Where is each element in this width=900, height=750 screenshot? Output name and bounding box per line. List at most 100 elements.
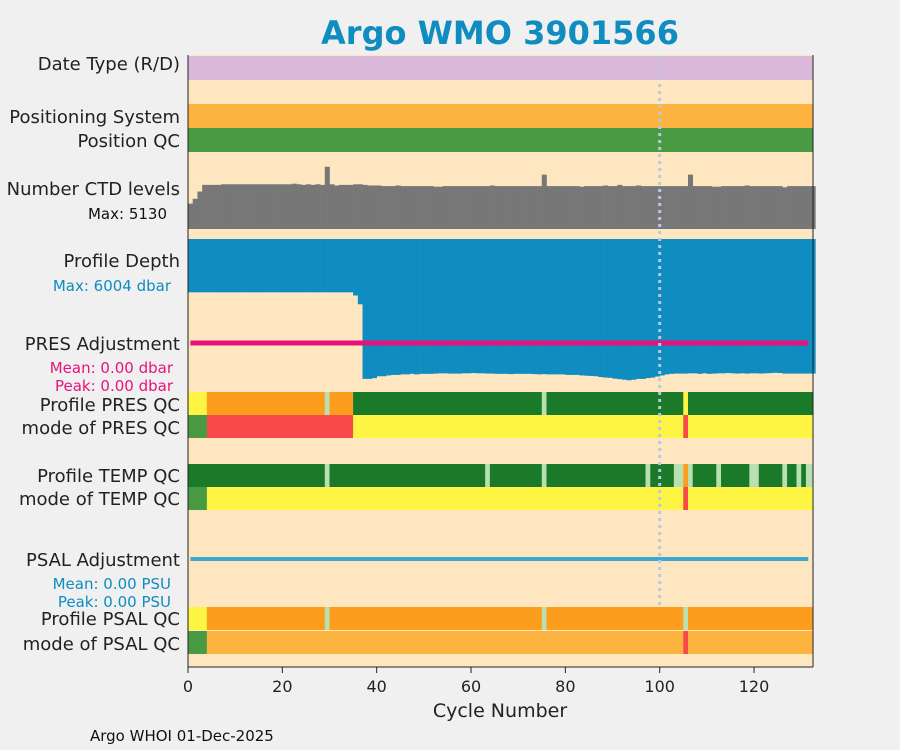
ctd-levels-bar [390,186,396,229]
profile-temp-qc-segment [782,464,788,487]
profile-depth-bar [381,239,387,377]
profile-psal-qc-segment [329,607,543,630]
ctd-levels-bar [739,186,745,229]
profile-pres-qc-segment [683,392,689,415]
ctd-levels-bar [603,185,609,229]
profile-depth-bar [805,239,811,374]
profile-depth-bar [716,239,722,374]
ctd-levels-bar [202,184,208,229]
ctd-levels-bar [584,186,590,229]
profile-temp-qc-segment [787,464,797,487]
profile-pres-qc-segment [206,392,326,415]
profile-depth-bar [772,239,778,373]
ctd-levels-bar [367,185,373,229]
mode-pres-qc-segment [353,415,684,438]
profile-depth-bar [504,239,510,374]
profile-depth-bar [721,239,727,374]
profile-depth-bar [697,239,703,374]
profile-depth-bar [664,239,670,375]
profile-temp-qc-segment [673,464,684,487]
ctd-levels-bar [664,186,670,229]
profile-depth-bar [669,239,675,374]
profile-depth-bar [508,239,514,375]
ctd-levels-bar [447,186,453,229]
profile-depth-bar [428,239,434,374]
profile-temp-qc-segment [688,464,694,487]
profile-depth-bar [678,239,684,374]
mode-psal-qc-segment [188,631,208,654]
x-axis-label: Cycle Number [433,700,567,722]
ctd-levels-bar [282,184,288,229]
ctd-levels-bar [263,184,269,229]
ctd-levels-bar [721,186,727,229]
psal-adj-mean: Mean: 0.00 PSU [53,575,171,593]
chart-title: Argo WMO 3901566 [321,14,679,52]
profile-depth-bar [188,239,194,293]
profile-depth-bar [744,239,750,374]
pres-adj-peak: Peak: 0.00 dbar [55,377,174,395]
ctd-levels-bar [791,186,797,229]
profile-depth-bar [551,239,557,375]
profile-depth-bar [621,239,627,380]
profile-depth-bar [791,239,797,374]
profile-depth-bar [787,239,793,374]
ctd-levels-bar [423,186,429,229]
profile-pres-qc-segment [329,392,354,415]
profile-depth-bar [235,239,241,293]
ctd-levels-bar [357,184,363,229]
ctd-levels-bar [650,186,656,229]
ctd-levels-bar [626,186,632,229]
profile-depth-bar [202,239,208,293]
profile-depth-bar [532,239,538,375]
ctd-levels-bar [565,186,571,229]
profile-depth-bar [640,239,646,379]
label-profile-pres-qc: Profile PRES QC [40,395,180,416]
profile-depth-bar [433,239,439,374]
ctd-levels-bar [631,186,637,229]
label-mode-temp-qc: mode of TEMP QC [19,489,180,510]
x-tick-label: 0 [183,677,193,696]
profile-depth-bar [541,239,547,375]
label-position-qc: Position QC [77,131,180,152]
ctd-levels-bar [574,186,580,229]
profile-depth-bar [452,239,458,374]
ctd-levels-bar [706,186,712,229]
ctd-levels-bar [362,184,368,229]
profile-depth-bar [197,239,203,293]
profile-depth-bar [310,239,316,293]
ctd-levels-bar [617,184,623,229]
ctd-levels-bar [673,186,679,229]
label-pres-adjustment: PRES Adjustment [25,334,180,355]
ctd-levels-bar [404,186,410,229]
mode-psal-qc-segment [688,631,814,654]
profile-pres-qc-segment [353,392,543,415]
mode-psal-qc-segment [206,631,684,654]
ctd-levels-bar [551,186,557,229]
ctd-levels-bar [782,187,788,229]
profile-depth-bar [376,239,382,377]
ctd-levels-bar [730,186,736,229]
ctd-levels-bar [216,184,222,229]
profile-psal-qc-segment [683,607,689,630]
profile-depth-bar [475,239,481,374]
ctd-levels-bar [230,184,236,229]
ctd-levels-bar [471,186,477,229]
ctd-levels-bar [433,186,439,229]
profile-depth-bar [692,239,698,374]
ctd-levels-bar [386,186,392,229]
mode-pres-qc-segment [206,415,354,438]
profile-depth-bar [626,239,632,381]
ctd-levels-bar [645,186,651,229]
profile-depth-bar [192,239,198,293]
label-profile-psal-qc: Profile PSAL QC [41,609,180,630]
profile-depth-bar [390,239,396,375]
ctd-levels-bar [716,186,722,229]
profile-depth-bar [296,239,302,293]
profile-temp-qc-segment [796,464,802,487]
profile-temp-qc-segment [805,464,814,487]
label-profile-temp-qc: Profile TEMP QC [37,466,180,487]
ctd-levels-bar [239,184,245,229]
profile-depth-bar [749,239,755,374]
ctd-levels-bar [537,186,543,229]
profile-depth-bar [612,239,618,379]
